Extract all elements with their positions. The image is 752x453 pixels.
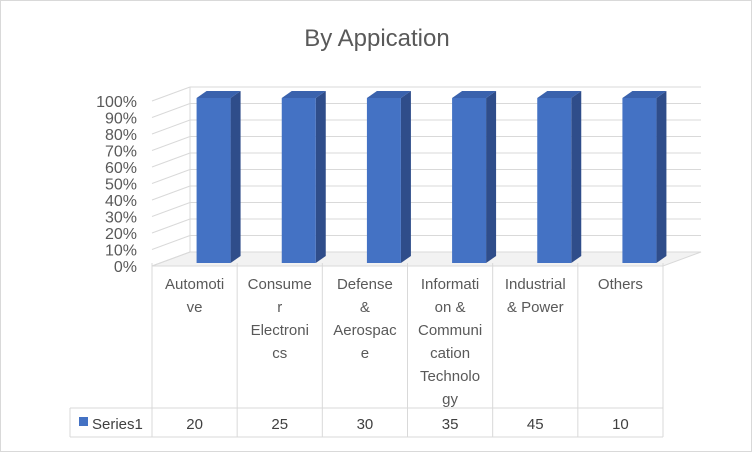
bar-front bbox=[196, 98, 231, 263]
y-tick-label: 40% bbox=[105, 193, 137, 210]
y-tick-label: 60% bbox=[105, 160, 137, 177]
bar-front bbox=[537, 98, 572, 263]
category-label: Industrial bbox=[505, 276, 566, 293]
category-label: Communi bbox=[418, 322, 482, 339]
category-label: Aerospac bbox=[333, 322, 397, 339]
y-tick-label: 100% bbox=[96, 94, 137, 111]
category-label: & Power bbox=[507, 299, 564, 316]
gridline-side bbox=[151, 185, 191, 201]
category-label: r bbox=[277, 299, 282, 316]
data-table-value: 10 bbox=[612, 416, 629, 433]
category-label: cation bbox=[430, 345, 470, 362]
gridline-side bbox=[151, 136, 191, 151]
bar-top bbox=[622, 91, 667, 98]
legend-key bbox=[79, 417, 88, 426]
data-table: Automoti ve 20 Consume r Electroni cs 25 Defense… bbox=[69, 263, 664, 438]
gridline-side bbox=[151, 119, 191, 135]
bar-side bbox=[400, 91, 411, 263]
bar-front bbox=[281, 98, 316, 263]
bar bbox=[452, 91, 497, 263]
gridline-side bbox=[151, 103, 191, 118]
bar-side bbox=[656, 91, 667, 263]
category-label: Consume bbox=[248, 276, 312, 293]
bar-top bbox=[452, 91, 497, 98]
category-label: cs bbox=[272, 345, 287, 362]
bar-side bbox=[315, 91, 326, 263]
data-table-value: 20 bbox=[186, 416, 203, 433]
category-label: Informati bbox=[421, 276, 479, 293]
category-label: & bbox=[360, 299, 370, 316]
gridline-side bbox=[151, 235, 191, 250]
y-tick-label: 80% bbox=[105, 127, 137, 144]
bar-front bbox=[622, 98, 657, 263]
gridline-side bbox=[151, 251, 191, 267]
bar-top bbox=[196, 91, 241, 98]
y-tick-label: 0% bbox=[114, 259, 137, 276]
bar-side bbox=[571, 91, 582, 263]
y-tick-label: 10% bbox=[105, 243, 137, 260]
category-label: ve bbox=[187, 299, 203, 316]
bar bbox=[196, 91, 241, 263]
y-tick-label: 90% bbox=[105, 111, 137, 128]
gridline-side bbox=[151, 218, 191, 234]
chart-title: By Appication bbox=[304, 25, 449, 52]
bar-front bbox=[366, 98, 401, 263]
y-axis-ticks: 0%10%20%30%40%50%60%70%80%90%100% bbox=[96, 94, 137, 276]
gridline-side bbox=[151, 152, 191, 168]
y-tick-label: 30% bbox=[105, 210, 137, 227]
bar-top bbox=[281, 91, 326, 98]
bar bbox=[281, 91, 326, 263]
bar bbox=[366, 91, 411, 263]
bar-side bbox=[486, 91, 497, 263]
y-tick-label: 20% bbox=[105, 226, 137, 243]
category-label: Technolo bbox=[420, 368, 480, 385]
bar-side bbox=[230, 91, 241, 263]
legend-label: Series1 bbox=[92, 416, 143, 433]
category-label: Electroni bbox=[251, 322, 309, 339]
data-table-value: 45 bbox=[527, 416, 544, 433]
category-label: on & bbox=[435, 299, 466, 316]
gridline-side bbox=[151, 169, 191, 184]
gridline-side bbox=[151, 202, 191, 217]
y-tick-label: 50% bbox=[105, 177, 137, 194]
bar bbox=[537, 91, 582, 263]
category-label: Automoti bbox=[165, 276, 224, 293]
data-table-value: 30 bbox=[357, 416, 374, 433]
bar-top bbox=[366, 91, 411, 98]
bar-front bbox=[452, 98, 487, 263]
category-label: Others bbox=[598, 276, 643, 293]
y-tick-label: 70% bbox=[105, 144, 137, 161]
bar bbox=[622, 91, 667, 263]
data-table-value: 25 bbox=[271, 416, 288, 433]
gridline-side bbox=[151, 86, 191, 102]
category-label: gy bbox=[442, 391, 458, 408]
category-label: Defense bbox=[337, 276, 393, 293]
bar-top bbox=[537, 91, 582, 98]
data-table-value: 35 bbox=[442, 416, 459, 433]
category-label: e bbox=[361, 345, 369, 362]
bars bbox=[196, 91, 667, 263]
